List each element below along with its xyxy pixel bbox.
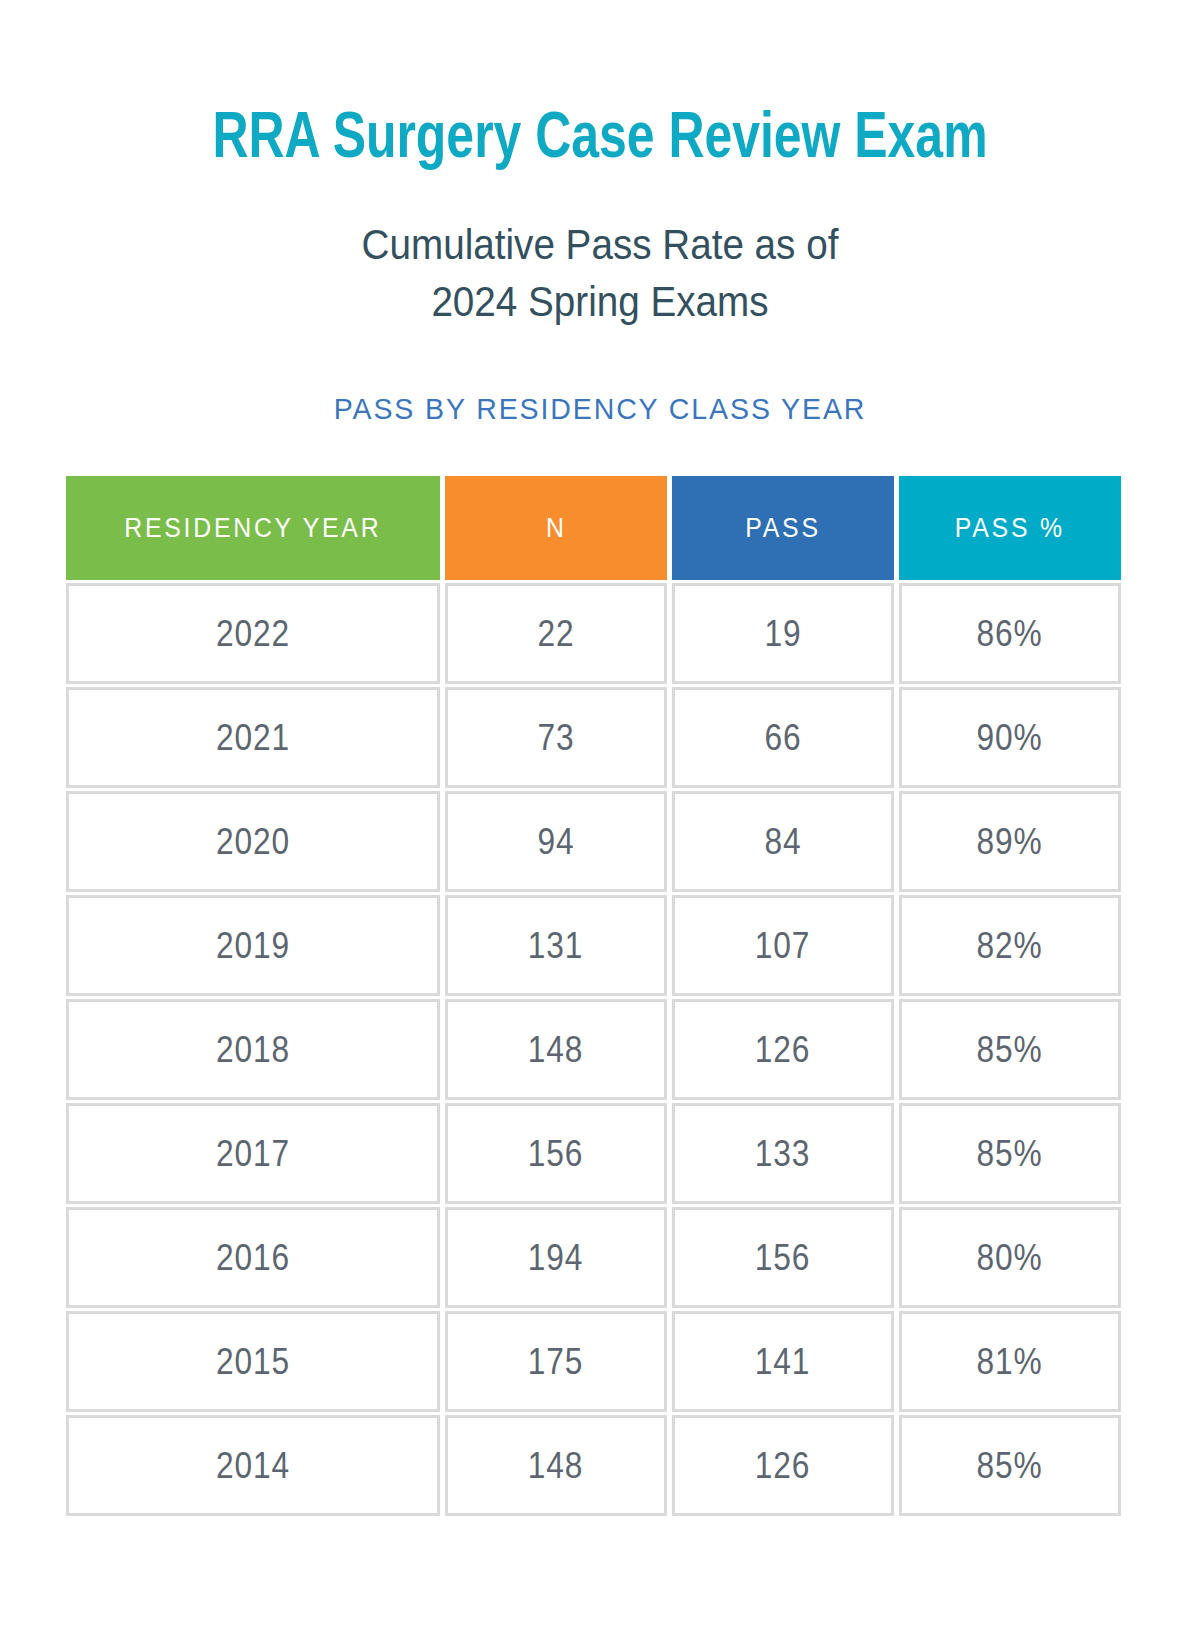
pass-cell: 141 [672,1311,894,1412]
pass-cell: 66 [672,687,894,788]
column-header-pass: PASS [672,476,894,580]
pass-pct-cell: 80% [899,1207,1121,1308]
pass-cell: 19 [672,583,894,684]
pass-pct-cell: 82% [899,895,1121,996]
pass-cell: 156 [672,1207,894,1308]
page-title: RRA Surgery Case Review Exam [132,102,1068,168]
pass-pct-cell: 85% [899,1415,1121,1516]
pass-cell: 107 [672,895,894,996]
page-subtitle: Cumulative Pass Rate as of 2024 Spring E… [48,216,1152,330]
pass-pct-cell: 90% [899,687,1121,788]
subtitle-line-2: 2024 Spring Exams [48,273,1152,330]
n-cell: 156 [445,1103,667,1204]
pass-pct-cell: 81% [899,1311,1121,1412]
year-cell: 2018 [66,999,440,1100]
n-cell: 131 [445,895,667,996]
year-cell: 2019 [66,895,440,996]
pass-cell: 126 [672,1415,894,1516]
n-cell: 148 [445,1415,667,1516]
n-cell: 22 [445,583,667,684]
pass-pct-cell: 85% [899,999,1121,1100]
section-heading: PASS BY RESIDENCY CLASS YEAR [30,392,1170,426]
year-cell: 2015 [66,1311,440,1412]
column-header-n: N [445,476,667,580]
n-cell: 148 [445,999,667,1100]
year-cell: 2021 [66,687,440,788]
year-cell: 2016 [66,1207,440,1308]
year-cell: 2014 [66,1415,440,1516]
n-cell: 194 [445,1207,667,1308]
pass-cell: 126 [672,999,894,1100]
pass-rate-table: RESIDENCY YEAR N PASS PASS % 2022 22 19 … [66,476,1138,1516]
n-cell: 94 [445,791,667,892]
column-header-label: PASS % [955,513,1065,544]
year-cell: 2022 [66,583,440,684]
column-header-residency-year: RESIDENCY YEAR [66,476,440,580]
pass-cell: 133 [672,1103,894,1204]
n-cell: 73 [445,687,667,788]
pass-pct-cell: 86% [899,583,1121,684]
pass-pct-cell: 85% [899,1103,1121,1204]
year-cell: 2017 [66,1103,440,1204]
report-page: RRA Surgery Case Review Exam Cumulative … [0,0,1200,1650]
pass-cell: 84 [672,791,894,892]
subtitle-line-1: Cumulative Pass Rate as of [48,216,1152,273]
column-header-pass-pct: PASS % [899,476,1121,580]
column-header-label: PASS [745,513,820,544]
pass-pct-cell: 89% [899,791,1121,892]
column-header-label: N [546,513,567,544]
column-header-label: RESIDENCY YEAR [124,513,381,544]
n-cell: 175 [445,1311,667,1412]
year-cell: 2020 [66,791,440,892]
